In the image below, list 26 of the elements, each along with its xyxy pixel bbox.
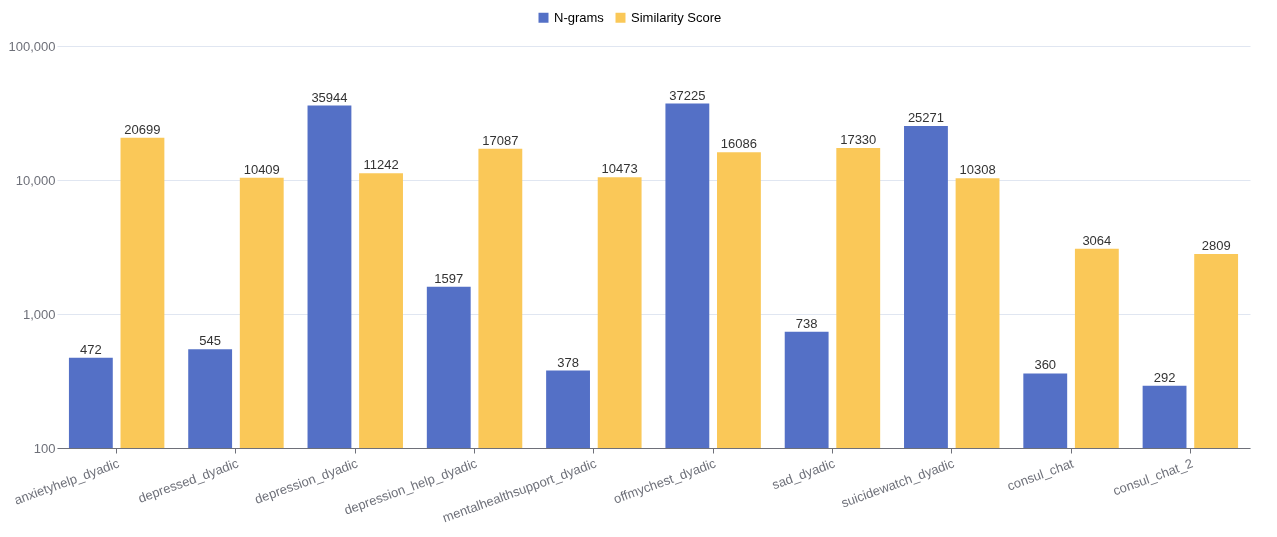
data-label: 10473 bbox=[601, 161, 638, 177]
data-label: 17330 bbox=[840, 132, 877, 147]
data-label: 17087 bbox=[482, 132, 519, 148]
data-label: 545 bbox=[199, 333, 222, 349]
y-tick-label: 1,000 bbox=[22, 306, 56, 322]
data-label: 10308 bbox=[959, 162, 996, 178]
data-label: 11242 bbox=[363, 157, 399, 173]
legend-label: N-grams bbox=[554, 9, 605, 25]
data-label: 20699 bbox=[124, 121, 161, 137]
data-label: 3064 bbox=[1082, 232, 1112, 248]
data-label: 16086 bbox=[720, 136, 758, 152]
legend-label: Similarity Score bbox=[631, 9, 722, 25]
data-label: 35944 bbox=[311, 89, 348, 105]
y-tick-label: 100 bbox=[33, 440, 56, 456]
data-label: 25271 bbox=[907, 110, 945, 126]
data-label: 360 bbox=[1034, 357, 1057, 373]
data-label: 37225 bbox=[669, 87, 706, 103]
data-label: 472 bbox=[80, 341, 102, 357]
data-label: 1597 bbox=[434, 270, 464, 286]
data-label: 378 bbox=[557, 354, 579, 370]
data-label: 738 bbox=[795, 315, 818, 331]
data-label: 292 bbox=[1153, 369, 1176, 385]
y-tick-label: 10,000 bbox=[15, 172, 56, 188]
data-label: 10409 bbox=[243, 161, 280, 177]
data-label: 2809 bbox=[1201, 237, 1231, 253]
y-tick-label: 100,000 bbox=[8, 38, 56, 54]
